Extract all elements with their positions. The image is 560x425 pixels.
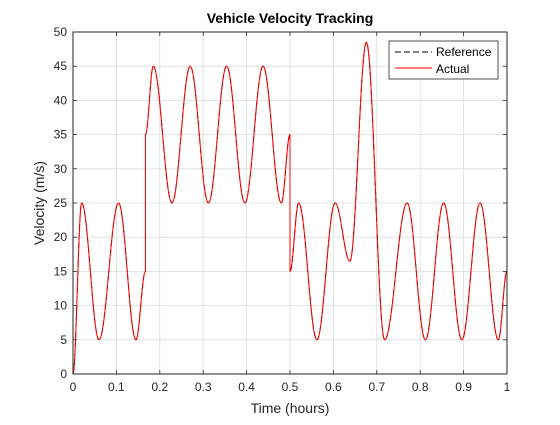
y-tick-label: 0 — [60, 367, 67, 381]
y-tick-label: 25 — [54, 196, 68, 210]
series-layer — [72, 41, 508, 375]
x-tick-label: 0 — [70, 380, 77, 394]
legend-reference-label: Reference — [436, 45, 492, 59]
x-tick-label: 0.6 — [325, 380, 342, 394]
ticks: 0 0.1 0.2 0.3 0.4 0.5 0.6 0.7 0.8 0.9 105101520253… — [54, 25, 511, 394]
x-tick-label: 0.9 — [455, 380, 472, 394]
x-tick-label: 0.3 — [195, 380, 212, 394]
y-tick-label: 35 — [54, 128, 68, 142]
y-tick-label: 15 — [54, 264, 68, 278]
x-axis-label: Time (hours) — [251, 400, 330, 416]
legend-actual-label: Actual — [436, 62, 469, 76]
x-tick-label: 1 — [504, 380, 511, 394]
y-tick-label: 40 — [54, 93, 68, 107]
x-tick-label: 0.4 — [238, 380, 255, 394]
series-line-actual — [72, 41, 508, 375]
x-tick-label: 0.7 — [368, 380, 385, 394]
y-tick-label: 45 — [54, 59, 68, 73]
y-tick-label: 5 — [60, 333, 67, 347]
y-axis-label: Velocity (m/s) — [31, 161, 47, 245]
y-tick-label: 50 — [54, 25, 68, 39]
x-tick-label: 0.2 — [151, 380, 168, 394]
y-tick-label: 20 — [54, 230, 68, 244]
legend-box — [388, 40, 499, 80]
y-tick-label: 30 — [54, 162, 68, 176]
x-tick-label: 0.1 — [108, 380, 125, 394]
chart-title: Vehicle Velocity Tracking — [207, 10, 374, 26]
x-tick-label: 0.8 — [412, 380, 429, 394]
x-tick-label: 0.5 — [282, 380, 299, 394]
y-tick-label: 10 — [54, 299, 68, 313]
legend: Reference Actual — [388, 40, 499, 80]
